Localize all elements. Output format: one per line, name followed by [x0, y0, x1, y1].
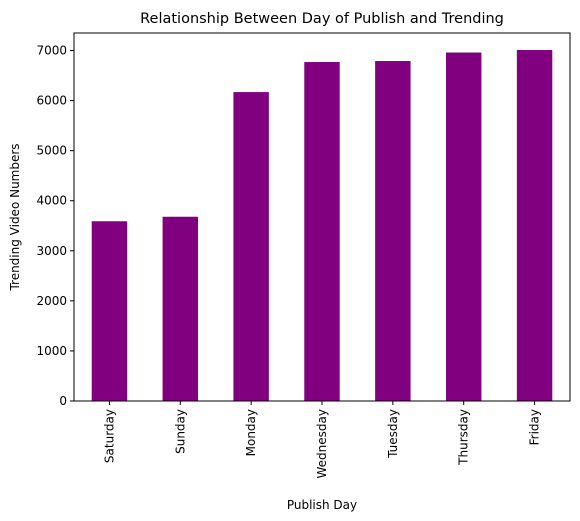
bar-friday — [516, 50, 553, 401]
y-axis-ticks: 0 1000 2000 3000 4000 5000 6000 7000 — [36, 44, 74, 408]
bar-saturday — [91, 221, 128, 401]
x-tick-label: Wednesday — [315, 409, 329, 478]
y-tick-label: 7000 — [36, 44, 67, 58]
bar-sunday — [162, 216, 198, 401]
y-tick-label: 3000 — [36, 244, 67, 258]
x-tick-label: Saturday — [102, 409, 116, 463]
y-tick-label: 5000 — [36, 144, 67, 158]
y-tick-label: 1000 — [36, 344, 67, 358]
y-tick-label: 0 — [59, 394, 67, 408]
bar-wednesday — [304, 62, 340, 401]
plot-frame — [73, 32, 571, 402]
x-axis-label: Publish Day — [287, 498, 357, 512]
y-tick-label: 6000 — [36, 94, 67, 108]
x-axis-ticks: Saturday Sunday Monday Wednesday Tuesday Thur… — [102, 401, 542, 478]
y-axis-label: Trending Video Numbers — [8, 143, 22, 291]
y-tick-label: 2000 — [36, 294, 67, 308]
chart-title: Relationship Between Day of Publish and … — [140, 11, 504, 27]
x-tick-label: Friday — [528, 409, 542, 445]
bar-monday — [233, 92, 269, 402]
x-tick-label: Sunday — [173, 409, 187, 454]
y-tick-label: 4000 — [36, 194, 67, 208]
x-tick-label: Tuesday — [386, 409, 400, 459]
bar-tuesday — [375, 61, 411, 402]
x-tick-label: Thursday — [457, 409, 471, 466]
bars-group — [91, 50, 553, 402]
x-tick-label: Monday — [244, 409, 258, 456]
bar-thursday — [446, 52, 482, 402]
